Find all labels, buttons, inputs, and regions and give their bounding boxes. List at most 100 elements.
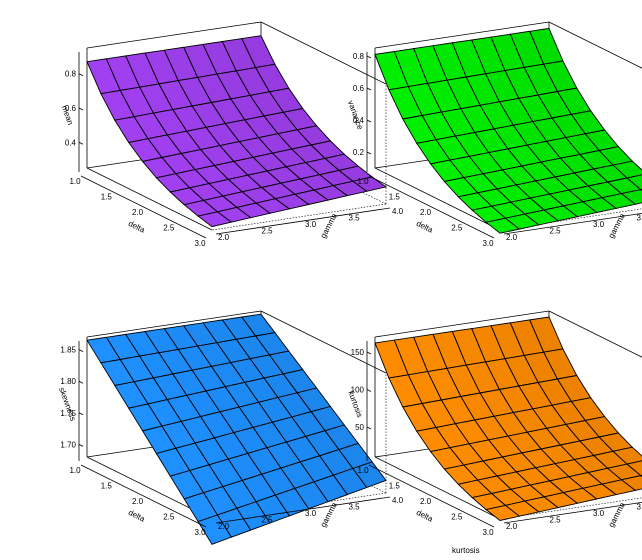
y-axis-label: gamma [319,211,340,239]
z-tick-label: 50 [355,423,364,432]
y-axis-label: gamma [607,211,628,239]
x-tick-label: 2.5 [163,513,175,522]
x-tick-label: 3.0 [194,239,206,248]
x-tick-label: 2.0 [420,497,432,506]
box-top-left [374,21,550,49]
z-tick-label: 0.4 [65,138,77,147]
box-front-floor [374,167,501,231]
z-tick [366,351,372,355]
z-tick-label: 0.6 [65,104,77,113]
y-tick-label: 3.0 [593,509,605,518]
z-tick [366,119,372,123]
x-tick-label: 2.5 [451,224,463,233]
x-tick-label: 1.0 [357,177,369,186]
y-tick-label: 4.0 [392,207,404,216]
z-tick [78,141,84,145]
z-tick [366,87,372,91]
y-tick-label: 3.0 [305,220,317,229]
y-tick-label: 4.0 [392,496,404,505]
y-tick-label: 3.5 [349,214,361,223]
y-tick-label: 3.5 [637,503,642,512]
surface-panel-skewness: 1.701.751.801.85skewness1.01.52.02.53.0d… [57,310,404,545]
x-axis-line [368,464,495,528]
box-top-back [260,21,387,85]
surface-facet [485,217,521,234]
z-tick [366,389,372,392]
x-tick-label: 2.0 [132,208,144,217]
y-axis-line [215,207,391,235]
x-tick-label: 3.0 [482,239,494,248]
box-right-floor [499,497,642,520]
x-tick-label: 1.0 [69,466,81,475]
surface-panel-kurtosis: 50100150kurtosis1.01.52.02.53.0delta2.02… [346,310,642,537]
surface-facet [197,211,233,228]
z-tick-label: 1.85 [60,346,76,355]
y-tick-label: 2.0 [218,522,230,531]
y-tick-label: 3.5 [637,214,642,223]
box-top-left [374,310,550,338]
x-axis-label: delta [415,219,435,235]
box-right-floor [211,203,387,231]
y-axis-line [503,212,642,235]
x-axis-line [80,464,207,528]
surface-facet [197,514,232,545]
z-tick [366,151,372,155]
y-tick-label: 2.0 [218,233,230,242]
box-top-back [548,21,642,69]
z-tick [78,380,84,384]
z-tick-label: 1.80 [60,377,76,386]
z-tick-label: 100 [351,386,365,395]
surface-panel-variance: 0.20.40.60.8variance1.01.52.02.53.0delta… [346,21,642,248]
y-axis-label: gamma [607,500,628,528]
box-top-back [260,310,387,374]
x-tick-label: 1.5 [389,482,401,491]
surface-panel-mean: 0.40.60.8mean1.01.52.02.53.0delta2.02.53… [60,21,404,248]
z-tick [78,412,84,416]
figure-caption: kurtosis [452,546,480,555]
x-axis-label: delta [415,508,435,524]
box-right-floor [499,208,642,231]
x-tick-label: 2.0 [132,497,144,506]
z-tick-label: 1.70 [60,440,76,449]
x-axis-line [368,175,495,239]
z-tick [366,426,372,430]
y-tick-label: 2.5 [550,227,562,236]
box-top-left [86,310,262,338]
y-tick-label: 3.5 [349,503,361,512]
x-tick-label: 2.0 [420,208,432,217]
z-tick [366,55,372,59]
x-tick-label: 1.0 [69,177,81,186]
z-tick-label: 0.8 [353,52,365,61]
x-axis-line [80,175,207,239]
z-tick-label: 150 [351,348,365,357]
x-tick-label: 3.0 [194,528,206,537]
y-tick-label: 2.5 [262,227,274,236]
x-tick-label: 2.5 [163,224,175,233]
x-tick-label: 1.5 [101,482,113,491]
z-tick-label: 1.75 [60,409,76,418]
y-axis-line [503,501,642,524]
z-tick-label: 0.8 [65,70,77,79]
surface-facet [485,504,521,521]
x-tick-label: 2.5 [451,513,463,522]
y-tick-label: 2.5 [550,516,562,525]
y-tick-label: 2.0 [506,522,518,531]
x-tick-label: 1.5 [101,193,113,202]
x-tick-label: 3.0 [482,528,494,537]
z-tick [78,349,84,352]
y-tick-label: 2.5 [262,516,274,525]
box-front-floor [374,456,501,520]
y-tick-label: 2.0 [506,233,518,242]
z-tick-label: 0.2 [353,148,365,157]
x-tick-label: 1.5 [389,193,401,202]
x-axis-label: delta [127,508,147,524]
box-top-back [548,310,642,358]
y-axis-label: gamma [319,500,340,528]
z-tick [78,444,84,447]
z-tick-label: 0.4 [353,116,365,125]
z-tick-label: 0.6 [353,84,365,93]
y-axis-line [215,496,391,524]
x-axis-label: delta [127,219,147,235]
z-tick [78,73,84,77]
